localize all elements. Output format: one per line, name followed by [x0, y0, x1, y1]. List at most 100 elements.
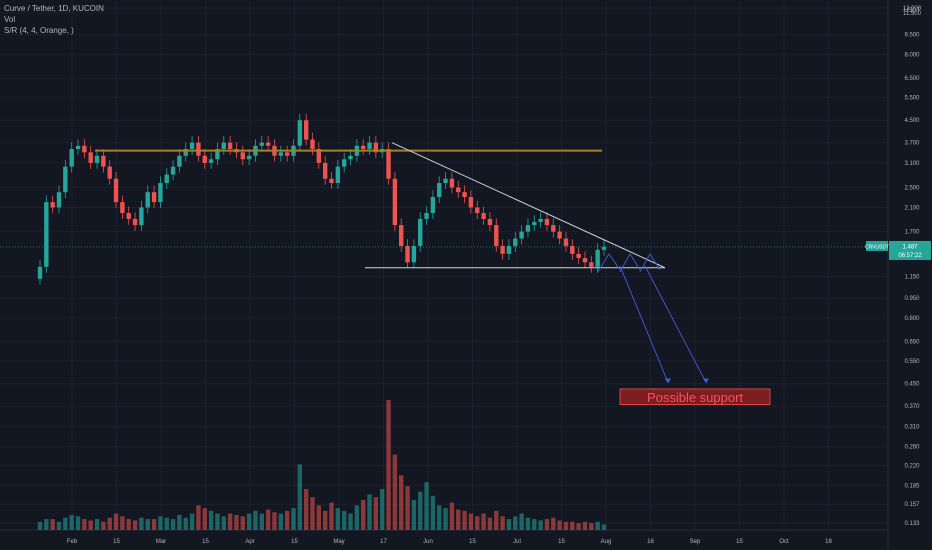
price-tick-label: 1.700	[904, 230, 920, 236]
projection-arrowhead	[665, 378, 671, 384]
legend-vol: Vol	[4, 15, 16, 24]
volume-bar	[557, 520, 562, 530]
volume-bar	[360, 499, 366, 530]
volume-bar	[151, 519, 157, 530]
symbol-badge	[866, 240, 888, 251]
candle-body	[221, 142, 226, 150]
candle-body	[82, 145, 87, 153]
candle-body	[468, 197, 474, 208]
volume-bar	[145, 519, 150, 530]
volume-bar	[234, 514, 239, 530]
candle-body	[88, 152, 93, 163]
projection-arrow	[619, 265, 669, 383]
time-tick-label: 15	[736, 539, 743, 545]
volume-bar	[94, 519, 100, 530]
legend-sr: S/R (4, 4, Orange, )	[4, 26, 74, 35]
possible-support-label: Possible support	[647, 390, 743, 405]
volume-bar	[538, 520, 543, 530]
volume-bar	[221, 516, 226, 530]
price-tick-label: 0.800	[904, 316, 920, 322]
candle-body	[418, 218, 423, 246]
volume-bar	[63, 517, 68, 530]
price-tick-label: 0.310	[904, 424, 920, 430]
volume-bar	[544, 519, 550, 530]
candle-body	[329, 178, 334, 184]
candle-body	[151, 192, 157, 203]
candle-body	[202, 155, 207, 163]
volume-bar	[475, 516, 480, 530]
volume-bar	[297, 464, 303, 530]
candle-body	[265, 142, 271, 146]
price-tick-label: 2.500	[904, 186, 920, 192]
candle-body	[196, 142, 201, 156]
candle-body	[494, 225, 499, 246]
chart-legend: Curve / Tether, 1D, KUCOIN Vol S/R (4, 4…	[4, 3, 104, 36]
time-tick-label: Oct	[779, 539, 789, 545]
volume-bar	[481, 513, 486, 530]
candle-body	[519, 231, 524, 239]
volume-bar	[202, 508, 207, 530]
time-tick-label: 15	[469, 539, 476, 545]
volume-bar	[329, 502, 334, 530]
volume-bar	[348, 513, 353, 530]
volume-bar	[399, 475, 404, 530]
time-tick-label: 15	[202, 539, 209, 545]
candle-body	[158, 183, 163, 203]
projection-zigzag	[639, 253, 661, 273]
volume-bar	[525, 517, 531, 530]
candle-body	[164, 174, 169, 184]
price-axis-currency: USDT	[904, 8, 921, 14]
candle-body	[303, 120, 309, 140]
volume-bar	[75, 516, 81, 530]
time-tick-label: 15	[113, 539, 120, 545]
candle-body	[189, 142, 195, 150]
volume-bar	[456, 509, 461, 530]
candle-body	[170, 166, 176, 175]
volume-bar	[589, 523, 594, 530]
candle-body	[589, 262, 594, 267]
time-tick-label: 15	[291, 539, 298, 545]
legend-title: Curve / Tether, 1D, KUCOIN	[4, 4, 104, 13]
volume-bar	[120, 516, 125, 530]
price-tick-label: 1.150	[904, 274, 920, 280]
candle-body	[50, 202, 55, 208]
volume-bar	[240, 516, 245, 530]
candle-body	[145, 192, 150, 208]
price-badge	[889, 240, 931, 260]
candle-body	[341, 159, 347, 167]
price-tick-label: 0.950	[904, 296, 920, 302]
candle-body	[405, 245, 410, 263]
candle-body	[462, 192, 467, 198]
candle-body	[322, 162, 328, 179]
candle-body	[227, 142, 233, 150]
candle-body	[348, 155, 353, 160]
price-tick-label: 0.220	[904, 464, 920, 470]
projection-arrowhead	[703, 378, 709, 384]
volume-bar	[170, 519, 176, 530]
candle-body	[456, 187, 461, 193]
candle-body	[335, 166, 341, 184]
volume-bar	[259, 513, 264, 530]
candle-body	[513, 238, 518, 246]
candle-body	[183, 149, 188, 156]
projection-zigzag	[619, 253, 641, 273]
volume-bar	[341, 510, 347, 530]
volume-bar	[177, 514, 182, 530]
volume-bar	[227, 513, 233, 530]
candle-body	[532, 221, 537, 226]
volume-bar	[316, 505, 322, 530]
volume-bar	[386, 400, 391, 530]
candle-body	[449, 178, 455, 188]
volume-bar	[576, 523, 581, 530]
time-tick-label: Sep	[690, 539, 701, 545]
price-tick-label: 4.500	[904, 118, 920, 124]
price-tick-label: 0.133	[904, 521, 920, 527]
candle-body	[411, 245, 417, 263]
candle-body	[525, 225, 531, 232]
volume-bar	[196, 505, 201, 530]
candle-body	[386, 149, 391, 179]
candle-body	[94, 155, 100, 163]
